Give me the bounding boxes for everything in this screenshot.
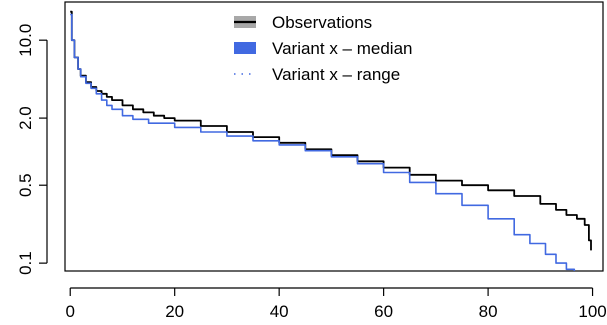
legend-label-0: Observations (272, 13, 372, 32)
y-tick-label: 0.5 (16, 173, 35, 197)
x-tick-label: 40 (270, 302, 289, 321)
x-axis: 0 20 40 60 80 100 (65, 287, 607, 321)
legend: Observations Variant x – median Variant x … (234, 13, 412, 84)
y-tick-label: 10.0 (16, 24, 35, 57)
x-tick-label: 100 (578, 302, 606, 321)
plot-frame (64, 1, 604, 272)
legend-label-2: Variant x – range (272, 65, 400, 84)
x-tick-label: 60 (374, 302, 393, 321)
y-tick-label: 2.0 (16, 106, 35, 130)
series-layer (70, 10, 592, 271)
y-axis: 0.1 0.5 2.0 10.0 (16, 24, 48, 275)
x-tick-label: 0 (65, 302, 74, 321)
x-tick-label: 20 (165, 302, 184, 321)
series-line-1 (70, 13, 576, 271)
y-tick-label: 0.1 (16, 251, 35, 275)
x-tick-label: 80 (479, 302, 498, 321)
legend-label-1: Variant x – median (272, 39, 412, 58)
